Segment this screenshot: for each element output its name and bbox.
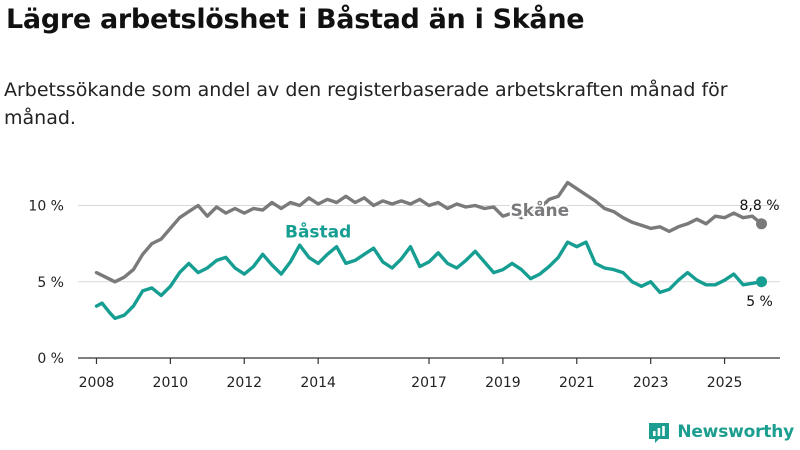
x-tick-label: 2019 — [485, 375, 521, 391]
x-tick-label: 2008 — [79, 375, 115, 391]
series-lines — [97, 183, 768, 319]
x-axis — [78, 358, 780, 364]
x-tick-label: 2021 — [559, 375, 595, 391]
newsworthy-logo: Newsworthy — [647, 420, 794, 444]
y-tick-label: 10 % — [28, 199, 64, 215]
x-tick-label: 2014 — [300, 375, 336, 391]
end-value-label-bastad: 5 % — [746, 294, 773, 310]
x-tick-label: 2010 — [153, 375, 189, 391]
x-tick-label: 2025 — [707, 375, 743, 391]
axis-tick-labels: 0 % 5 % 10 % 2008 2010 2012 2014 2017 2019 2021 20… — [28, 199, 742, 392]
brand-name: Newsworthy — [677, 422, 794, 442]
x-tick-label: 2012 — [226, 375, 262, 391]
series-line-skane — [97, 183, 762, 282]
end-point-skane — [756, 218, 767, 229]
line-chart: 0 % 5 % 10 % 2008 2010 2012 2014 2017 2019 2021 20… — [0, 0, 800, 450]
series-labels: 8,8 % Skåne 5 % Båstad — [285, 198, 780, 310]
y-tick-label: 5 % — [37, 275, 64, 291]
newsworthy-bar-chart-icon — [647, 420, 671, 444]
series-line-bastad — [97, 242, 762, 318]
series-label-bastad: Båstad — [285, 221, 351, 243]
end-value-label-skane: 8,8 % — [740, 198, 780, 214]
x-tick-label: 2017 — [411, 375, 447, 391]
series-label-skane: Skåne — [511, 199, 570, 221]
end-point-bastad — [756, 276, 767, 287]
x-tick-label: 2023 — [633, 375, 669, 391]
y-tick-label: 0 % — [37, 351, 64, 367]
